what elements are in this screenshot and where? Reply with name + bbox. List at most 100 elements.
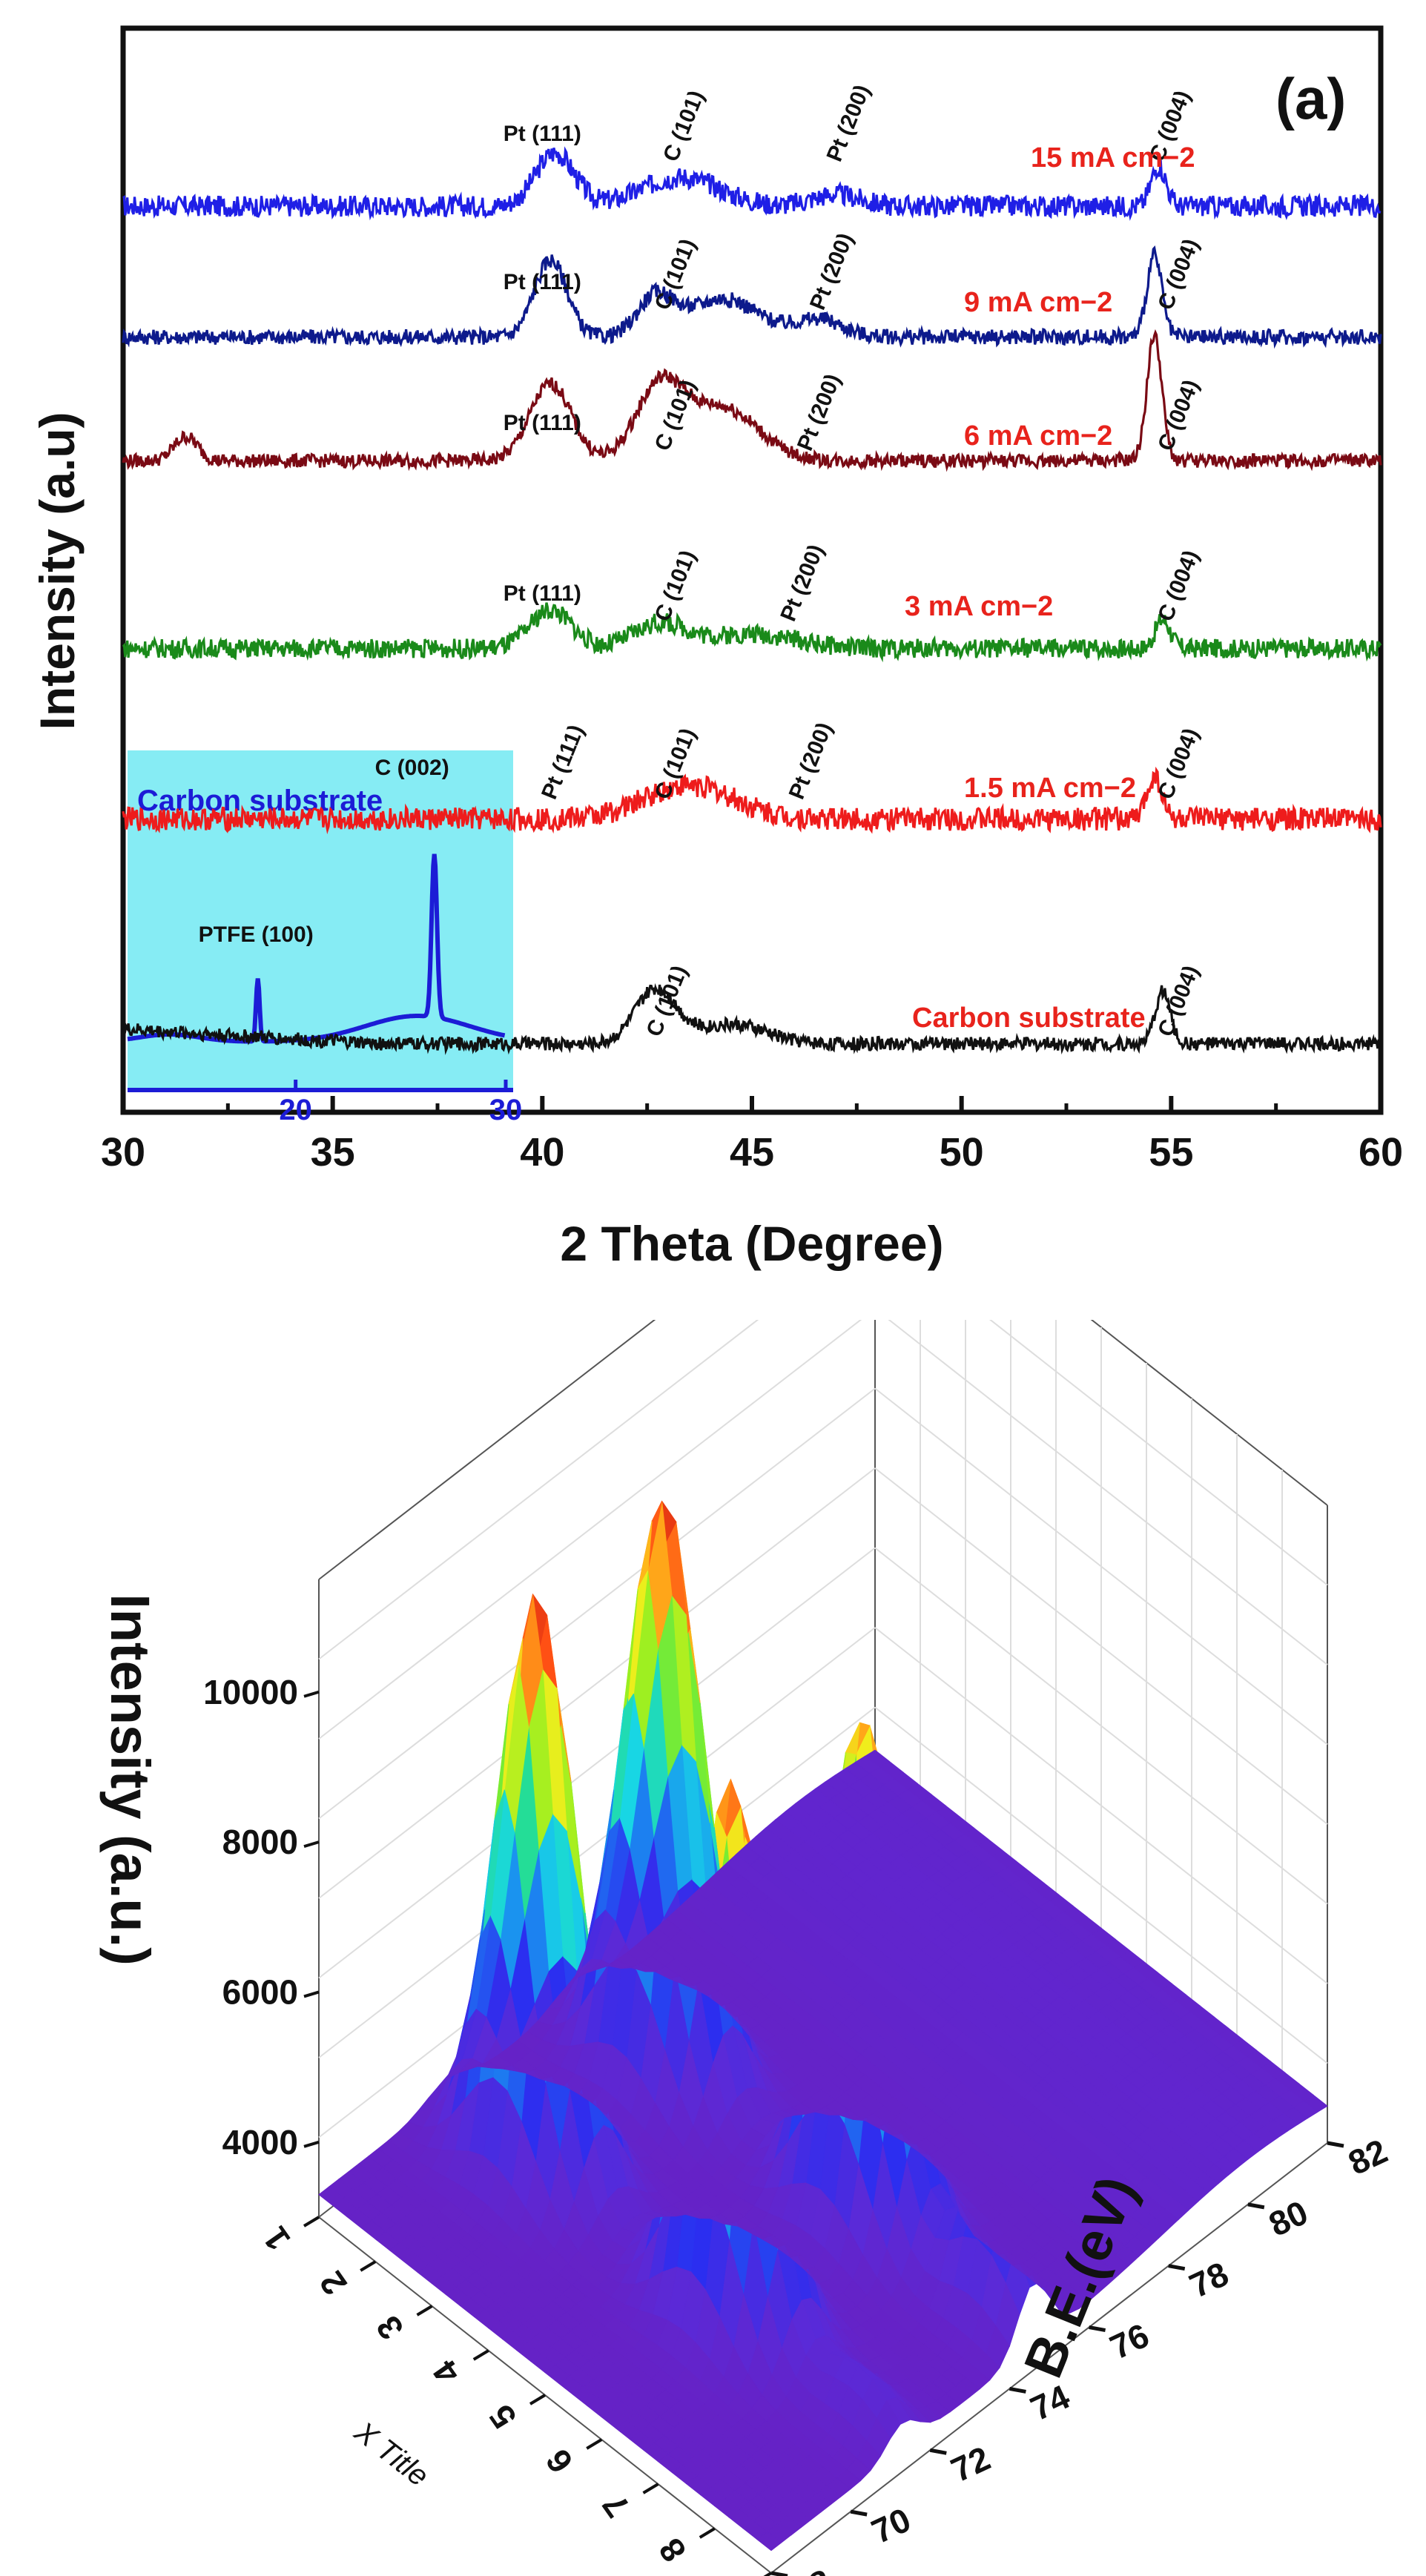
xrd-chart: 20 30 Carbon substrate PTFE (100) C (002) Pt… — [30, 25, 1403, 1271]
series-line-6 — [122, 329, 1382, 472]
xrd-panel-label: (a) — [1275, 66, 1346, 131]
x-tick-label: 3 — [369, 2309, 411, 2347]
x-tick — [303, 2216, 320, 2227]
be-tick — [1247, 2202, 1265, 2210]
series-line-3 — [122, 602, 1382, 663]
x-tick-label: 30 — [101, 1130, 145, 1175]
peak-label: Pt (111) — [504, 581, 581, 606]
peak-label: C (101) — [658, 87, 709, 165]
x-tick-label: 7 — [595, 2487, 637, 2525]
series-label-3: 3 mA cm−2 — [905, 591, 1053, 622]
x-tick-label: 50 — [940, 1130, 984, 1175]
axis-box-line — [318, 1320, 656, 1580]
be-tick — [850, 2509, 868, 2517]
z-tick — [303, 1990, 320, 1998]
x-tick — [416, 2305, 433, 2316]
back-grid-line — [888, 1320, 1328, 1665]
be-tick — [929, 2448, 947, 2455]
peak-label: Pt (200) — [805, 230, 858, 314]
peak-label: Pt (200) — [822, 82, 875, 165]
z-tick — [303, 1690, 320, 1698]
back-grid-line — [874, 1467, 1328, 1825]
x-tick — [586, 2438, 603, 2450]
side-grid-line — [318, 1547, 876, 1979]
be-tick — [1009, 2386, 1026, 2394]
series-label-carbon: Carbon substrate — [912, 1003, 1146, 1034]
xps-3d-chart: 4000600080001000068707274767880821234567… — [99, 1320, 1393, 2576]
side-grid-line — [318, 1387, 876, 1820]
z-tick-label: 8000 — [222, 1823, 298, 1861]
be-tick-label: 80 — [1263, 2193, 1313, 2244]
series-label-9: 9 mA cm−2 — [964, 287, 1112, 318]
inset-peak-label: PTFE (100) — [199, 922, 314, 947]
be-tick-label: 68 — [786, 2561, 836, 2576]
be-tick-label: 70 — [865, 2500, 916, 2551]
x-tick-label: 8 — [651, 2532, 693, 2569]
inset-peak-label: C (002) — [375, 756, 449, 780]
back-grid-line — [874, 1627, 1328, 1984]
side-grid-line — [318, 1627, 876, 2058]
peak-label: C (101) — [650, 546, 701, 624]
side-grid-line — [318, 1320, 862, 1740]
series-label-6: 6 mA cm−2 — [964, 420, 1112, 452]
peak-label: Pt (200) — [776, 541, 828, 625]
x-tick-label: 6 — [538, 2443, 581, 2480]
xps-x-axis-title: X Title — [348, 2415, 435, 2493]
x-tick — [763, 2572, 773, 2576]
xrd-y-axis-title: Intensity (a.u) — [30, 412, 85, 730]
peak-label: Pt (111) — [504, 270, 581, 294]
x-tick — [529, 2394, 547, 2405]
xrd-x-axis-title: 2 Theta (Degree) — [560, 1216, 943, 1271]
z-tick-label: 4000 — [222, 2123, 298, 2161]
series-line-1.5 — [122, 766, 1382, 835]
back-grid-line — [989, 1320, 1328, 1586]
series-line-15 — [122, 146, 1382, 221]
be-tick — [1168, 2264, 1186, 2271]
inset-x-tick-label: 20 — [279, 1094, 312, 1126]
x-tick — [699, 2527, 716, 2539]
xrd-series-labels: 15 mA cm−2 9 mA cm−2 6 mA cm−2 3 mA cm−2 1.5… — [905, 142, 1195, 1034]
be-tick-label: 78 — [1184, 2254, 1234, 2305]
peak-label: C (004) — [1153, 376, 1204, 454]
x-tick-label: 35 — [311, 1130, 355, 1175]
inset-x-tick-label: 30 — [489, 1094, 523, 1126]
be-tick — [1089, 2325, 1106, 2333]
be-tick — [1327, 2141, 1344, 2148]
x-tick — [360, 2260, 377, 2272]
series-line-carbon — [122, 982, 1382, 1055]
axis-box-line — [770, 2142, 1328, 2574]
back-grid-line — [874, 1706, 1328, 2064]
x-tick-label: 45 — [730, 1130, 774, 1175]
x-tick — [472, 2349, 489, 2361]
z-tick — [303, 1840, 320, 1849]
series-label-15: 15 mA cm−2 — [1031, 142, 1195, 174]
back-grid-line — [874, 1387, 1328, 1746]
x-tick-label: 4 — [425, 2353, 468, 2391]
z-tick-label: 6000 — [222, 1972, 298, 2011]
be-tick-label: 76 — [1104, 2316, 1155, 2367]
x-tick-label: 1 — [255, 2220, 297, 2258]
x-tick-label: 60 — [1359, 1130, 1403, 1175]
series-label-1.5: 1.5 mA cm−2 — [964, 773, 1136, 804]
surface-patch — [318, 2186, 344, 2207]
xps-z-axis-title: Intensity (a.u.) — [99, 1594, 161, 1966]
peak-label: C (004) — [1153, 724, 1204, 802]
peak-label: C (101) — [650, 235, 701, 313]
peak-label: C (101) — [642, 962, 693, 1040]
peak-label: C (101) — [650, 376, 701, 454]
be-tick-label: 72 — [945, 2439, 996, 2490]
xps-surface — [318, 1500, 1328, 2552]
z-tick-label: 10000 — [203, 1673, 298, 1711]
xrd-peak-labels: Pt (111) C (101) Pt (200) C (004) Pt (111) C … — [504, 82, 1204, 1040]
x-tick-label: 40 — [520, 1130, 564, 1175]
x-tick-label: 2 — [312, 2265, 354, 2302]
x-tick — [642, 2483, 659, 2494]
xrd-x-axis: 30 35 40 45 50 55 60 — [101, 1096, 1403, 1175]
x-tick-label: 55 — [1149, 1130, 1193, 1175]
peak-label: C (004) — [1153, 962, 1204, 1040]
side-grid-line — [318, 1467, 876, 1899]
x-tick-label: 5 — [481, 2398, 524, 2436]
peak-label: Pt (111) — [504, 122, 581, 146]
peak-label: Pt (200) — [785, 719, 837, 803]
